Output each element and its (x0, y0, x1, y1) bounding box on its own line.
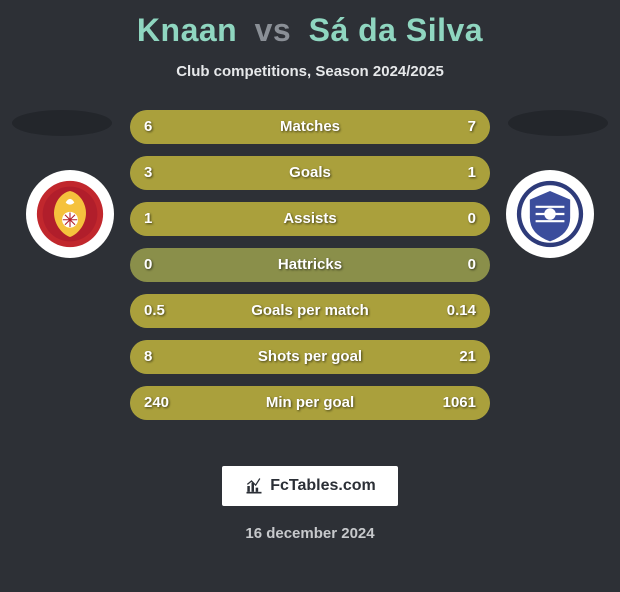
stat-row: 240Min per goal1061 (130, 386, 490, 420)
date-text: 16 december 2024 (0, 525, 620, 542)
stat-value-right: 0.14 (447, 294, 476, 328)
vs-word: vs (247, 12, 300, 48)
stat-label: Hattricks (130, 248, 490, 282)
shadow-right (508, 110, 608, 136)
stat-label: Min per goal (130, 386, 490, 420)
stat-label: Goals per match (130, 294, 490, 328)
stat-row: 1Assists0 (130, 202, 490, 236)
stat-value-right: 0 (468, 248, 476, 282)
stat-label: Assists (130, 202, 490, 236)
chart-icon (244, 476, 264, 496)
stat-value-right: 1061 (443, 386, 476, 420)
stat-row: 3Goals1 (130, 156, 490, 190)
player2-name: Sá da Silva (309, 12, 483, 48)
stat-value-right: 21 (459, 340, 476, 374)
kiryat-shmona-crest-icon (514, 178, 586, 250)
shadow-left (12, 110, 112, 136)
player1-name: Knaan (137, 12, 237, 48)
stat-value-right: 1 (468, 156, 476, 190)
team-badge-left (26, 170, 114, 258)
stat-label: Shots per goal (130, 340, 490, 374)
stat-value-right: 7 (468, 110, 476, 144)
stat-row: 0Hattricks0 (130, 248, 490, 282)
stat-label: Goals (130, 156, 490, 190)
stat-row: 0.5Goals per match0.14 (130, 294, 490, 328)
subtitle: Club competitions, Season 2024/2025 (0, 63, 620, 80)
stat-label: Matches (130, 110, 490, 144)
brand-logo: FcTables.com (222, 466, 398, 506)
stats-bars: 6Matches73Goals11Assists00Hattricks00.5G… (130, 110, 490, 432)
ashdod-crest-icon (34, 178, 106, 250)
stat-value-right: 0 (468, 202, 476, 236)
comparison-content: 6Matches73Goals11Assists00Hattricks00.5G… (0, 110, 620, 460)
brand-text: FcTables.com (270, 477, 376, 495)
comparison-title: Knaan vs Sá da Silva (0, 12, 620, 49)
stat-row: 8Shots per goal21 (130, 340, 490, 374)
stat-row: 6Matches7 (130, 110, 490, 144)
team-badge-right (506, 170, 594, 258)
